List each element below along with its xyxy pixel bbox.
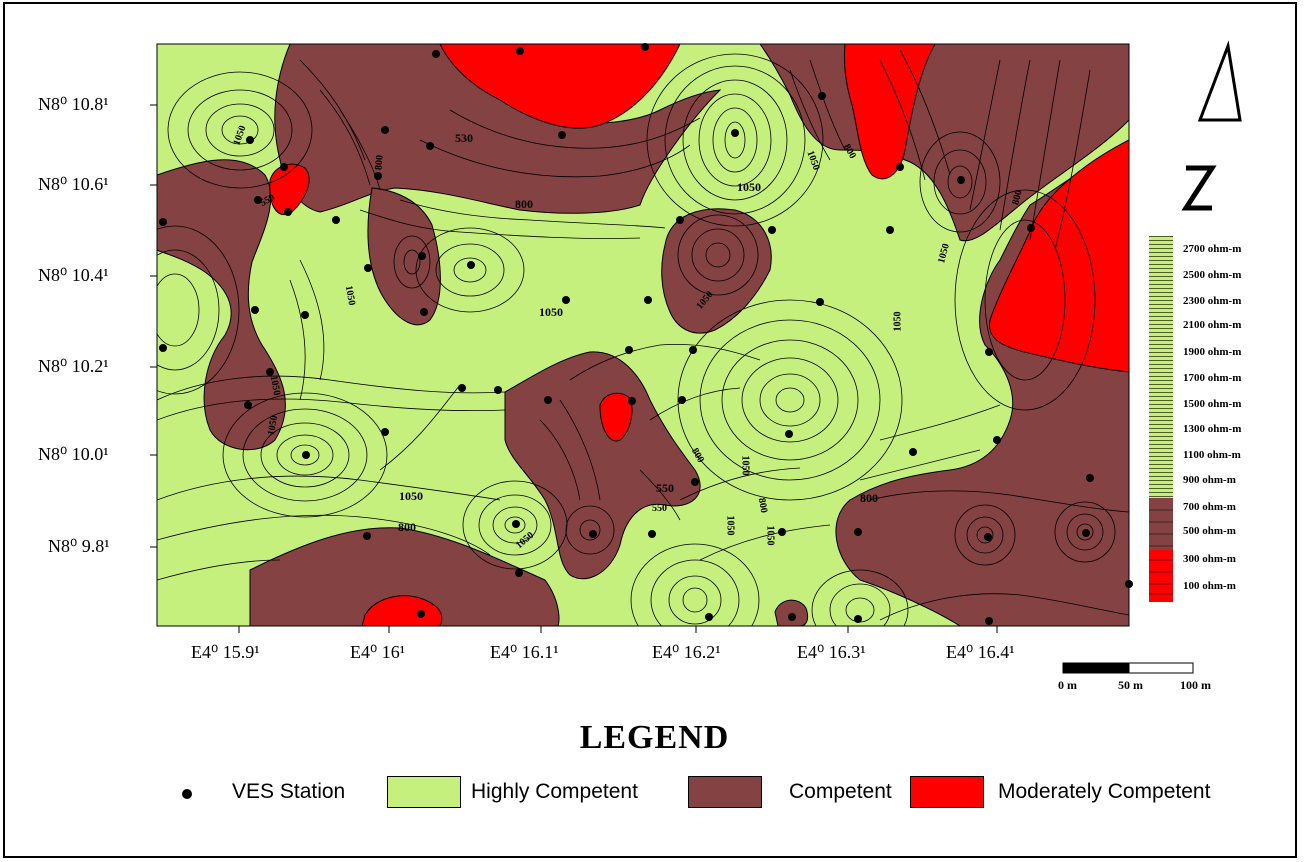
north-arrow-icon — [1181, 40, 1242, 211]
legend-dot-icon — [182, 789, 192, 799]
lon-label: E4⁰ 16.1¹ — [490, 642, 559, 662]
ramp-label: 300 ohm-m — [1183, 553, 1236, 565]
ramp-label: 2300 ohm-m — [1183, 295, 1242, 307]
legend-label-moderately-competent: Moderately Competent — [998, 780, 1211, 803]
contour-label: 1050 — [539, 305, 563, 319]
contour-label: 1050 — [764, 525, 776, 546]
contour-label: 1050 — [737, 180, 761, 194]
ves-stations — [159, 43, 1133, 625]
ramp-label: 900 ohm-m — [1183, 474, 1236, 486]
legend-swatch-highly-competent — [387, 776, 461, 808]
lon-label: E4⁰ 16¹ — [350, 642, 406, 662]
scale-label: 50 m — [1118, 678, 1143, 692]
contour-label: 800 — [515, 197, 533, 211]
lon-label: E4⁰ 16.4¹ — [946, 642, 1015, 662]
ramp-label: 2700 ohm-m — [1183, 243, 1242, 255]
figure-frame — [3, 2, 1297, 858]
ramp-label: 2500 ohm-m — [1183, 269, 1242, 281]
scale-label: 0 m — [1058, 678, 1077, 692]
legend-swatch-competent — [688, 776, 762, 808]
contour-lines — [157, 49, 1129, 626]
legend-swatch-moderately-competent — [910, 776, 984, 808]
ramp-label: 2100 ohm-m — [1183, 319, 1242, 331]
contour-label: 800 — [398, 520, 416, 534]
lon-label: E4⁰ 15.9¹ — [191, 642, 260, 662]
contour-label: 800 — [755, 497, 770, 514]
ramp-label: 1100 ohm-m — [1183, 449, 1241, 461]
lon-label: E4⁰ 16.2¹ — [652, 642, 721, 662]
map-area — [157, 44, 1129, 626]
contour-label: 530 — [455, 131, 473, 145]
zone-moderately-competent — [269, 44, 1129, 626]
legend-label-competent: Competent — [789, 780, 892, 803]
axis-ticks — [150, 104, 998, 633]
ramp-label: 100 ohm-m — [1183, 580, 1236, 592]
contour-label: 1050 — [724, 515, 736, 536]
lat-label: N8⁰ 9.8¹ — [48, 536, 110, 556]
lat-label: N8⁰ 10.8¹ — [38, 94, 109, 114]
contour-label: 800 — [373, 154, 386, 171]
scale-bar — [1062, 662, 1194, 674]
contour-label: 800 — [860, 491, 878, 505]
lat-label: N8⁰ 10.0¹ — [38, 444, 109, 464]
contour-label: 1050 — [892, 311, 904, 332]
ramp-label: 700 ohm-m — [1183, 501, 1236, 513]
lon-label: E4⁰ 16.3¹ — [797, 642, 866, 662]
lat-label: N8⁰ 10.6¹ — [38, 174, 109, 194]
contour-label: 550 — [656, 481, 674, 495]
ramp-label: 1700 ohm-m — [1183, 372, 1242, 384]
legend-label-ves-station: VES Station — [232, 780, 346, 803]
lat-label: N8⁰ 10.2¹ — [38, 356, 109, 376]
contour-label: 550 — [652, 503, 667, 514]
scale-label: 100 m — [1180, 678, 1211, 692]
lat-label: N8⁰ 10.4¹ — [38, 265, 109, 285]
legend-title: LEGEND — [579, 719, 730, 756]
color-ramp — [1149, 236, 1173, 602]
ramp-label: 1900 ohm-m — [1183, 346, 1242, 358]
ramp-label: 500 ohm-m — [1183, 525, 1236, 537]
legend-label-highly-competent: Highly Competent — [471, 780, 638, 803]
ramp-label: 1500 ohm-m — [1183, 398, 1242, 410]
ramp-label: 1300 ohm-m — [1183, 423, 1242, 435]
contour-label: 1050 — [399, 489, 423, 503]
contour-label: 1050 — [739, 455, 751, 476]
